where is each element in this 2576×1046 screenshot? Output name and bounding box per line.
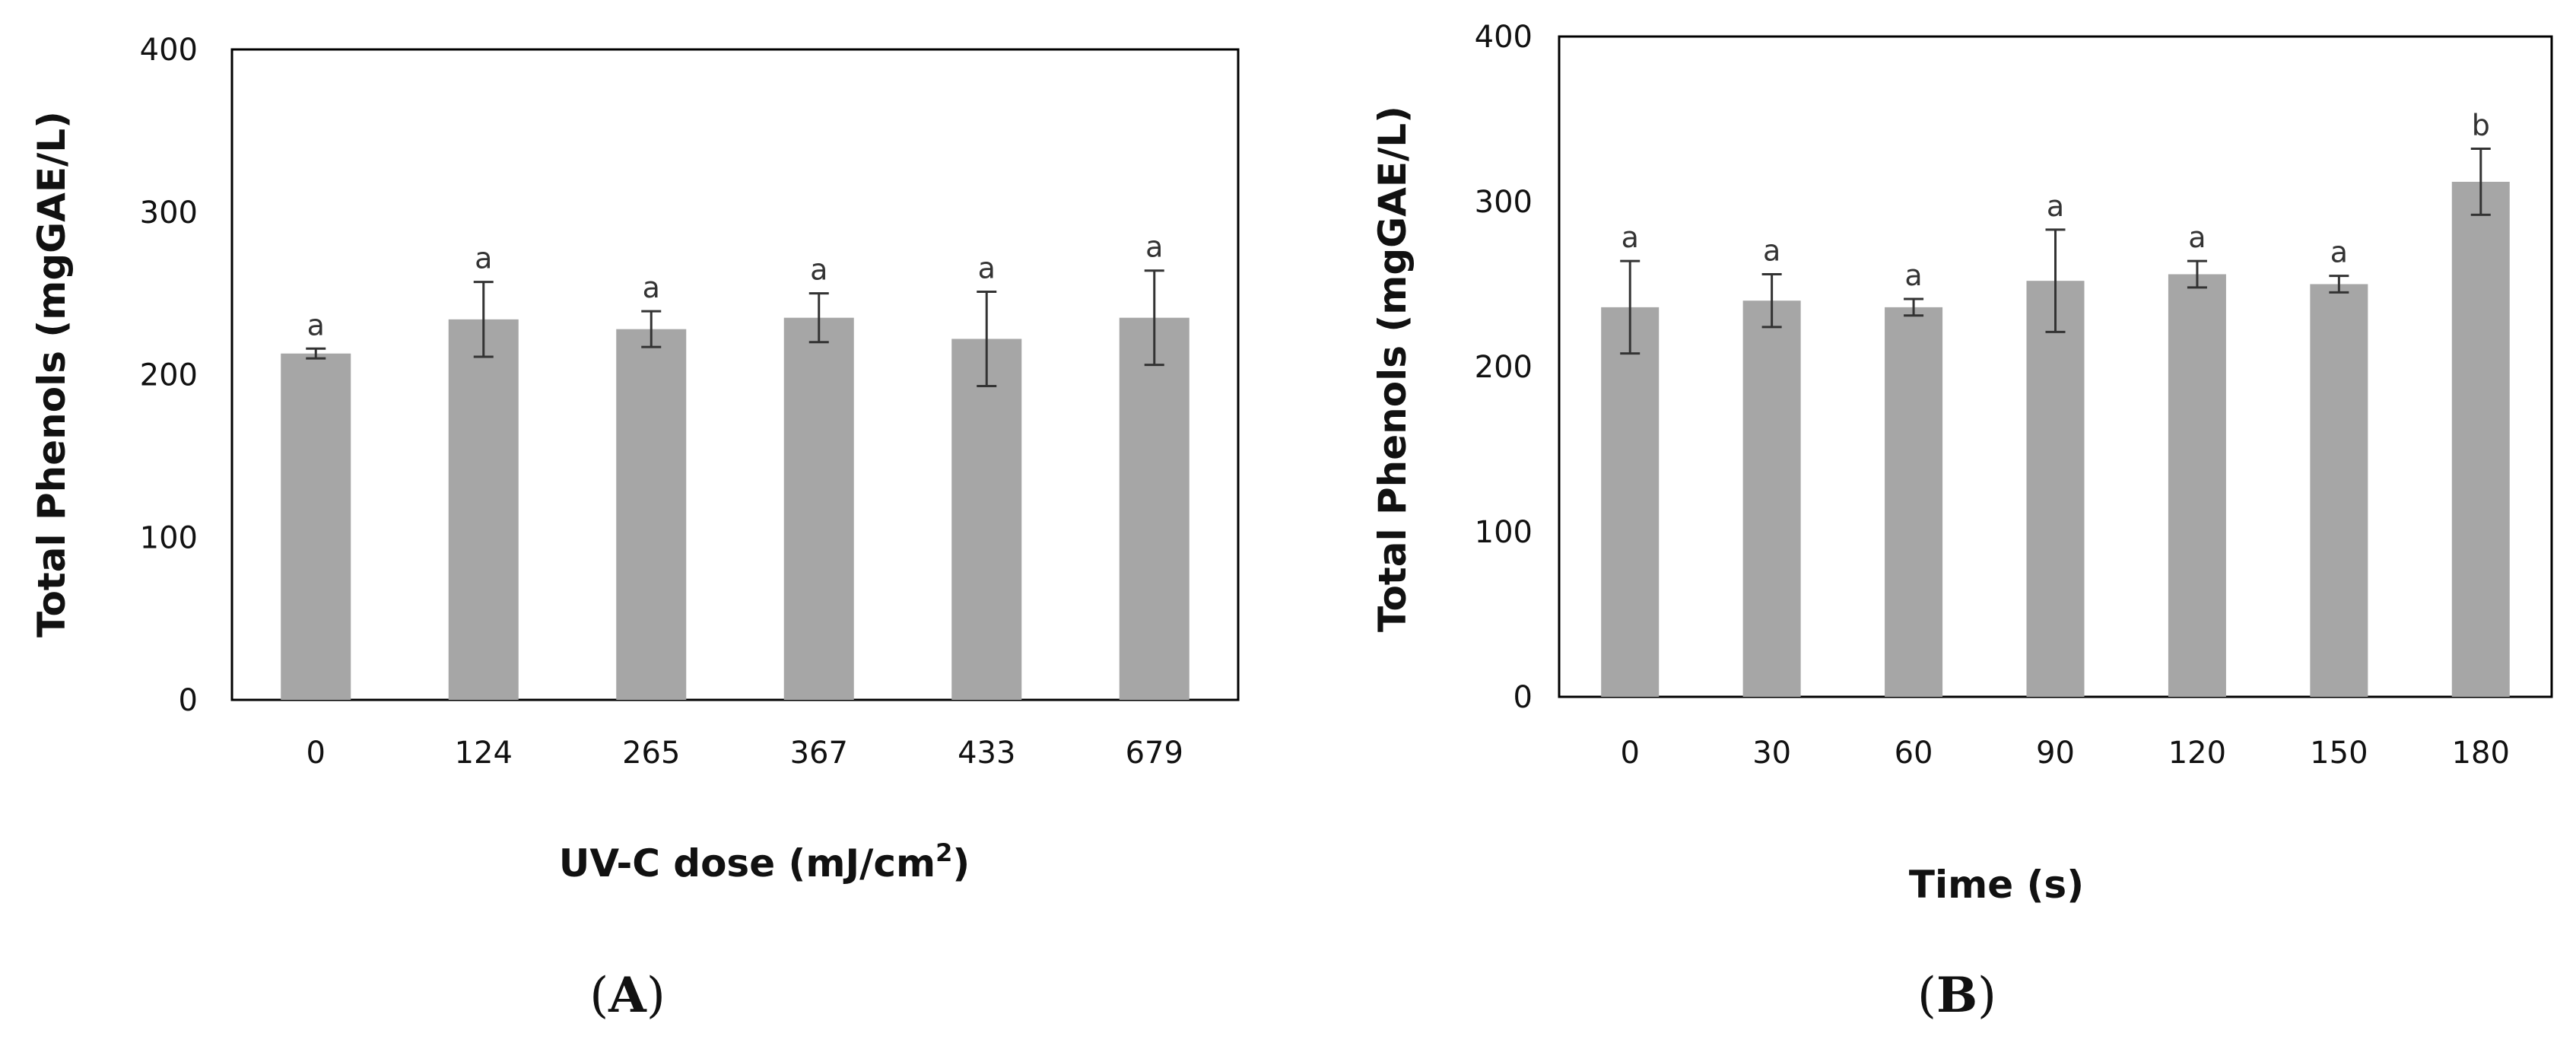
- bar: [448, 319, 519, 700]
- y-tick-label: 200: [1475, 350, 1533, 385]
- significance-label: a: [810, 253, 827, 287]
- x-axis-label-a: UV-C dose (mJ/cm2): [559, 838, 970, 885]
- significance-label: a: [2188, 221, 2206, 254]
- y-tick-label: 300: [1475, 185, 1533, 220]
- y-tick-label: 300: [140, 196, 198, 231]
- y-tick-label: 200: [140, 358, 198, 393]
- x-tick-label: 367: [790, 736, 848, 771]
- significance-label: a: [475, 242, 492, 275]
- y-tick-label: 400: [1475, 20, 1533, 55]
- x-axis-label-b: Time (s): [1909, 863, 2084, 907]
- y-tick-labels-a: 0 100 200 300 400: [140, 33, 198, 718]
- x-tick-labels-b: 0 30 60 90 120 150 180: [1620, 736, 2509, 771]
- significance-label: b: [2472, 109, 2490, 142]
- bar: [1742, 300, 1801, 697]
- x-tick-label: 60: [1895, 736, 1933, 771]
- x-tick-label: 30: [1752, 736, 1791, 771]
- significance-label: a: [1145, 231, 1163, 264]
- x-tick-label: 180: [2452, 736, 2510, 771]
- significance-label: a: [2047, 189, 2064, 223]
- significance-label: a: [1904, 259, 1922, 292]
- x-tick-label: 90: [2036, 736, 2075, 771]
- panel-caption-b: (B): [1917, 967, 1996, 1024]
- x-tick-labels-a: 0 124 265 367 433 679: [307, 736, 1183, 771]
- x-tick-label: 120: [2168, 736, 2226, 771]
- y-tick-label: 100: [1475, 515, 1533, 550]
- bar: [2310, 284, 2368, 697]
- y-tick-labels-b: 0 100 200 300 400: [1475, 20, 1533, 715]
- y-tick-label: 100: [140, 520, 198, 555]
- x-tick-label: 0: [1620, 736, 1639, 771]
- plot-frame-a: [230, 48, 1240, 701]
- bar: [1885, 307, 1943, 697]
- bar: [2168, 274, 2226, 698]
- bar: [281, 353, 351, 700]
- significance-label: a: [1622, 221, 1639, 254]
- y-tick-label: 400: [140, 33, 198, 68]
- significance-label: a: [643, 271, 660, 304]
- bar: [1119, 317, 1190, 700]
- chart-panel-a: 0 100 200 300 400 a a a a a a 0 124 265 367 433 679 To…: [30, 33, 1240, 1024]
- chart-panel-b: 0 100 200 300 400 a a a a a a b 0 30 60 90 120 150 180 T…: [1371, 20, 2553, 1024]
- bar: [2451, 181, 2510, 697]
- significance-label: a: [978, 251, 996, 285]
- bar: [616, 329, 687, 700]
- x-tick-label: 150: [2310, 736, 2368, 771]
- y-axis-label-b: Total Phenols (mgGAE/L): [1371, 106, 1415, 632]
- x-tick-label: 433: [958, 736, 1015, 771]
- significance-label: a: [2330, 236, 2348, 269]
- bars-a: a a a a a a: [281, 231, 1190, 700]
- y-tick-label: 0: [179, 683, 198, 718]
- y-axis-label-a: Total Phenols (mgGAE/L): [30, 111, 74, 637]
- x-tick-label: 124: [455, 736, 513, 771]
- bar: [951, 339, 1022, 700]
- significance-label: a: [307, 308, 325, 342]
- significance-label: a: [1763, 234, 1780, 267]
- x-tick-label: 0: [307, 736, 326, 771]
- x-tick-label: 265: [622, 736, 680, 771]
- bar: [1601, 307, 1660, 697]
- panel-caption-a: (A): [589, 967, 665, 1024]
- bar: [783, 317, 854, 700]
- x-tick-label: 679: [1126, 736, 1183, 771]
- bar: [2026, 281, 2085, 697]
- bars-b: a a a a a a b: [1601, 109, 2510, 698]
- y-tick-label: 0: [1514, 680, 1533, 715]
